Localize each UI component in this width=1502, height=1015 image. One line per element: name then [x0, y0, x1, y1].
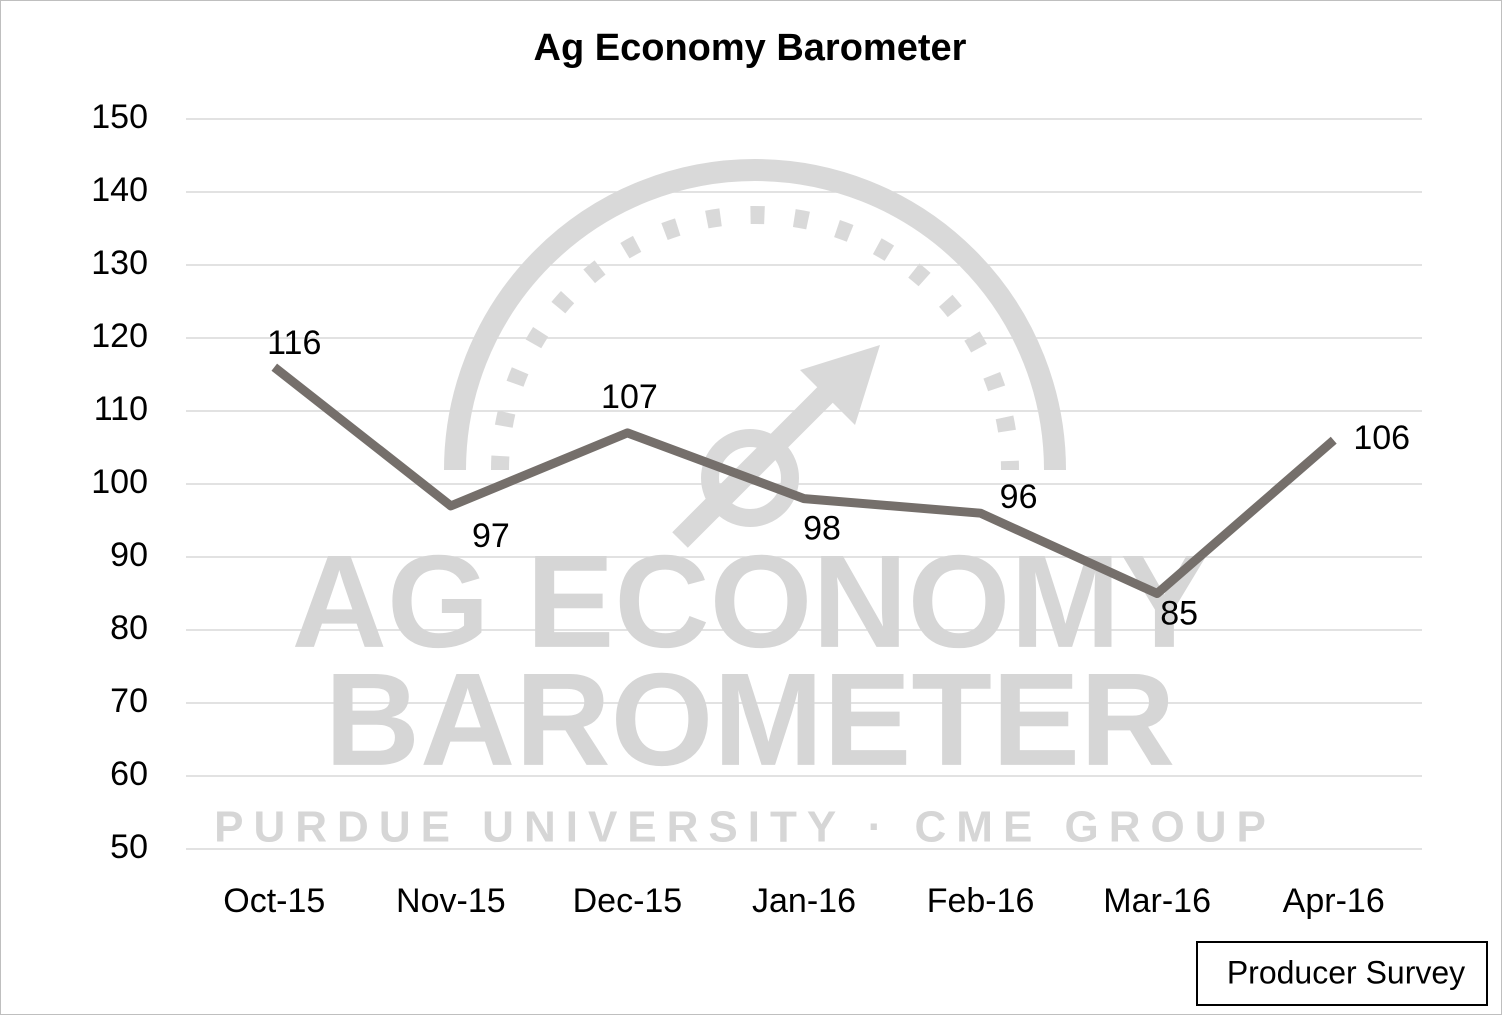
y-tick-label: 120	[91, 317, 148, 355]
data-label: 98	[803, 510, 841, 548]
x-tick-label: Jan-16	[752, 882, 856, 920]
x-tick-label: Nov-15	[396, 882, 506, 920]
y-tick-label: 140	[91, 171, 148, 209]
data-label: 116	[267, 324, 321, 362]
data-label: 107	[601, 378, 658, 416]
data-label: 96	[1000, 478, 1038, 516]
x-tick-label: Apr-16	[1283, 882, 1385, 920]
watermark-text: PURDUE UNIVERSITY · CME GROUP	[214, 803, 1276, 852]
annotation-box	[1196, 941, 1488, 1006]
y-tick-label: 100	[91, 463, 148, 501]
watermark-gauge	[444, 159, 1066, 548]
data-label: 106	[1353, 419, 1410, 457]
y-tick-label: 90	[110, 536, 148, 574]
y-tick-label: 150	[91, 98, 148, 136]
y-tick-label: 130	[91, 244, 148, 282]
y-tick-label: 110	[94, 390, 148, 428]
y-tick-label: 50	[110, 828, 148, 866]
y-tick-label: 70	[110, 682, 148, 720]
watermark-text: AG ECONOMY	[292, 528, 1209, 675]
x-tick-label: Dec-15	[573, 882, 683, 920]
y-tick-label: 80	[110, 609, 148, 647]
watermark-text: BAROMETER	[325, 646, 1176, 793]
x-tick-label: Mar-16	[1103, 882, 1211, 920]
x-tick-label: Feb-16	[927, 882, 1035, 920]
y-tick-label: 60	[110, 755, 148, 793]
annotation: Producer Survey	[1227, 954, 1465, 990]
data-label: 97	[472, 517, 510, 555]
x-tick-label: Oct-15	[223, 882, 325, 920]
chart-title: Ag Economy Barometer	[534, 27, 967, 69]
line-series	[271, 363, 1337, 598]
data-label: 85	[1160, 594, 1198, 632]
